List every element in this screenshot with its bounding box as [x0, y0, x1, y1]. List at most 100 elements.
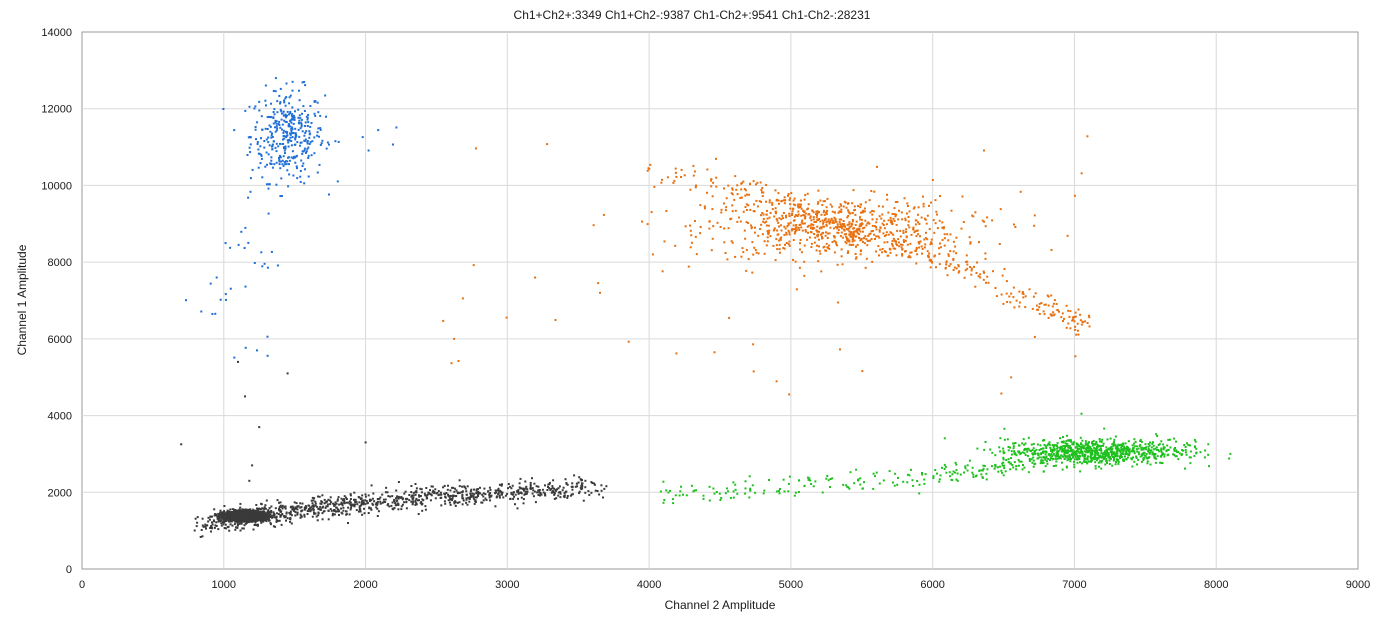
point-ch1pch2n — [1006, 301, 1008, 303]
point-ch1pch2n — [817, 260, 819, 262]
point-ch1nch2p — [1107, 452, 1109, 454]
point-ch1pch2p — [220, 299, 222, 301]
point-ch1nch2p — [667, 492, 669, 494]
point-ch1pch2n — [715, 186, 717, 188]
point-ch1pch2n — [1074, 329, 1076, 331]
point-ch1pch2n — [761, 192, 763, 194]
point-ch1pch2n — [735, 210, 737, 212]
point-ch1nch2p — [1185, 446, 1187, 448]
point-ch1nch2p — [984, 465, 986, 467]
point-ch1pch2n — [811, 243, 813, 245]
point-ch1pch2n — [789, 208, 791, 210]
point-ch1nch2p — [939, 478, 941, 480]
point-ch1pch2n — [830, 204, 832, 206]
point-ch1pch2n — [965, 269, 967, 271]
point-ch1pch2n — [858, 229, 860, 231]
point-ch1pch2p — [267, 336, 269, 338]
point-ch1nch2p — [1095, 443, 1097, 445]
point-ch1pch2n — [986, 216, 988, 218]
point-ch1nch2p — [794, 495, 796, 497]
point-ch1pch2p — [298, 129, 300, 131]
point-ch1nch2p — [814, 480, 816, 482]
point-ch1nch2p — [857, 479, 859, 481]
point-ch1nch2p — [1059, 437, 1061, 439]
point-ch1pch2n — [734, 256, 736, 258]
point-ch1pch2n — [898, 245, 900, 247]
point-ch1pch2n — [603, 214, 605, 216]
point-ch1pch2n — [742, 247, 744, 249]
point-ch1pch2n — [853, 231, 855, 233]
point-ch1pch2n — [1006, 293, 1008, 295]
point-ch1pch2n — [950, 233, 952, 235]
point-ch1pch2n — [695, 236, 697, 238]
point-ch1nch2p — [1128, 440, 1130, 442]
point-ch1nch2p — [754, 492, 756, 494]
point-ch1pch2n — [818, 231, 820, 233]
point-ch1pch2n — [800, 239, 802, 241]
point-ch1pch2n — [755, 200, 757, 202]
point-ch1pch2n — [744, 188, 746, 190]
point-ch1pch2p — [266, 183, 268, 185]
point-ch1pch2n — [717, 222, 719, 224]
point-ch1pch2n — [916, 253, 918, 255]
point-ch1pch2n — [921, 246, 923, 248]
point-ch1nch2p — [944, 437, 946, 439]
point-ch1nch2p — [1095, 454, 1097, 456]
point-ch1nch2p — [810, 483, 812, 485]
point-ch1pch2p — [303, 182, 305, 184]
point-ch1pch2p — [267, 137, 269, 139]
point-ch1pch2n — [818, 245, 820, 247]
point-ch1pch2n — [864, 220, 866, 222]
point-ch1nch2p — [1079, 470, 1081, 472]
point-ch1pch2n — [1079, 314, 1081, 316]
point-ch1pch2p — [306, 141, 308, 143]
point-ch1pch2n — [834, 236, 836, 238]
point-ch1nch2p — [874, 475, 876, 477]
point-ch1pch2n — [793, 200, 795, 202]
point-ch1pch2n — [886, 241, 888, 243]
point-ch1nch2p — [1073, 461, 1075, 463]
point-ch1nch2p — [855, 469, 857, 471]
point-ch1pch2n — [939, 263, 941, 265]
point-ch1nch2p — [912, 485, 914, 487]
point-ch1nch2p — [1069, 460, 1071, 462]
point-ch1pch2p — [289, 96, 291, 98]
point-ch1pch2n — [779, 252, 781, 254]
point-ch1nch2p — [1070, 439, 1072, 441]
point-ch1nch2p — [1143, 452, 1145, 454]
point-ch1nch2p — [1117, 463, 1119, 465]
point-ch1nch2p — [1012, 442, 1014, 444]
point-ch1pch2n — [956, 267, 958, 269]
point-ch1pch2p — [249, 151, 251, 153]
point-ch1pch2p — [264, 166, 266, 168]
point-ch1pch2p — [294, 128, 296, 130]
point-ch1nch2p — [1158, 450, 1160, 452]
point-ch1pch2n — [796, 226, 798, 228]
point-ch1pch2p — [262, 129, 264, 131]
point-ch1pch2p — [368, 150, 370, 152]
point-ch1pch2n — [927, 250, 929, 252]
point-ch1pch2n — [941, 221, 943, 223]
point-ch1pch2n — [950, 263, 952, 265]
point-ch1pch2n — [1066, 305, 1068, 307]
point-ch1nch2p — [763, 492, 765, 494]
point-ch1nch2p — [779, 492, 781, 494]
point-ch1pch2n — [915, 250, 917, 252]
point-ch1pch2p — [314, 115, 316, 117]
point-ch1pch2p — [292, 175, 294, 177]
point-ch1pch2n — [832, 241, 834, 243]
point-ch1pch2p — [273, 163, 275, 165]
point-ch1pch2n — [852, 244, 854, 246]
point-ch1nch2p — [1173, 438, 1175, 440]
point-ch1nch2p — [902, 481, 904, 483]
point-ch1nch2p — [1117, 455, 1119, 457]
point-ch1pch2n — [695, 185, 697, 187]
point-ch1nch2p — [1043, 462, 1045, 464]
point-ch1pch2n — [1039, 313, 1041, 315]
point-ch1pch2n — [1004, 268, 1006, 270]
point-ch1pch2n — [675, 352, 677, 354]
point-ch1pch2n — [915, 223, 917, 225]
point-ch1pch2p — [255, 129, 257, 131]
point-ch1pch2n — [871, 230, 873, 232]
point-ch1nch2p — [973, 476, 975, 478]
